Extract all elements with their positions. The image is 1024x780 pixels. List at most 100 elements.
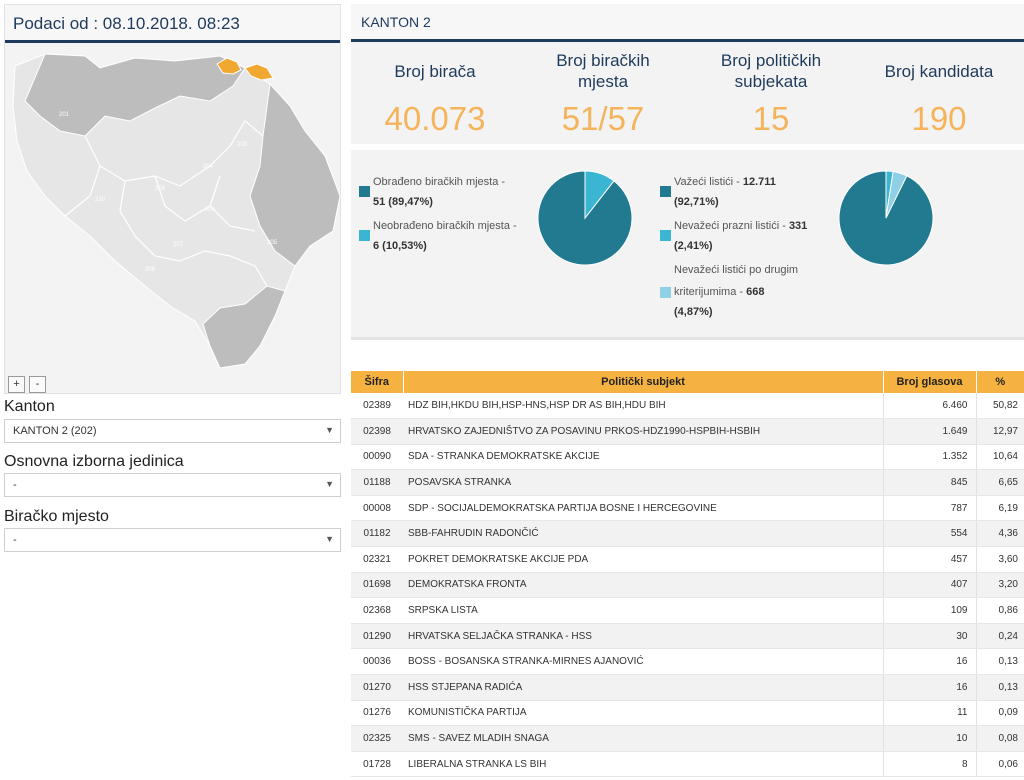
cell-code: 00090	[351, 444, 403, 471]
zoom-in-button[interactable]: +	[8, 376, 25, 393]
table-row[interactable]: 00036 BOSS - BOSANSKA STRANKA-MIRNES AJAN…	[351, 648, 1024, 676]
map-rs-north[interactable]	[24, 53, 246, 137]
col-header-subject[interactable]: Politički subjekt	[403, 371, 884, 393]
legend-blank: Nevažeći prazni listići - 331 (2,41%)	[674, 216, 807, 256]
zoom-out-button[interactable]: -	[29, 376, 46, 393]
cell-votes: 16	[882, 648, 976, 676]
map-region-label: 204	[203, 164, 214, 170]
cell-votes: 554	[882, 520, 976, 548]
map-header: Podaci od : 08.10.2018. 08:23	[5, 5, 340, 43]
table-row[interactable]: 01290 HRVATSKA SELJAČKA STRANKA - HSS 30 0,…	[351, 623, 1024, 650]
cell-votes: 16	[882, 674, 976, 701]
legend-swatch-blank	[660, 230, 671, 241]
stat-label: Broj biračkih mjesta	[556, 51, 650, 91]
map-region-borders	[64, 120, 268, 287]
cell-votes: 6.460	[882, 393, 976, 420]
cell-percent: 0,24	[975, 623, 1024, 650]
col-header-code[interactable]: Šifra	[351, 371, 404, 393]
table-row[interactable]: 02325 SMS - SAVEZ MLADIH SNAGA 10 0,08	[351, 725, 1024, 752]
legend-value: 51 (89,47%)	[373, 196, 433, 208]
legend-label: Važeći listići -	[674, 176, 740, 188]
cell-percent: 6,19	[975, 495, 1024, 522]
col-header-votes[interactable]: Broj glasova	[883, 371, 977, 393]
map-region-label: 207	[173, 242, 184, 248]
stat-voters: Broj birača 40.073	[351, 48, 519, 138]
table-row[interactable]: 01698 DEMOKRATSKA FRONTA 407 3,20	[351, 572, 1024, 599]
cell-percent: 6,65	[975, 469, 1024, 496]
map-rs-south[interactable]	[202, 285, 286, 369]
table-row[interactable]: 01270 HSS STJEPANA RADIĆA 16 0,13	[351, 674, 1024, 701]
legend-swatch-processed	[359, 186, 370, 197]
summary-title: KANTON 2	[351, 4, 1024, 42]
legend-swatch-unprocessed	[359, 230, 370, 241]
kanton-label: Kanton	[4, 398, 55, 415]
kanton-select[interactable]: KANTON 2 (202) ▼	[4, 419, 341, 443]
table-row[interactable]: 02321 POKRET DEMOKRATSKE AKCIJE PDA 457 3,6…	[351, 546, 1024, 573]
legend-other-invalid: kriterijumima - 668 (4,87%)	[674, 282, 764, 322]
chevron-down-icon: ▼	[325, 534, 334, 544]
cell-subject: HRVATSKA SELJAČKA STRANKA - HSS	[403, 623, 883, 650]
map-highlighted-canton[interactable]	[216, 57, 274, 81]
cell-subject: HRVATSKO ZAJEDNIŠTVO ZA POSAVINU PRKOS-H…	[403, 418, 883, 445]
oij-label: Osnovna izborna jedinica	[4, 453, 184, 470]
cell-votes: 457	[882, 546, 976, 573]
table-row[interactable]: 02368 SRPSKA LISTA 109 0,86	[351, 597, 1024, 624]
table-row[interactable]: 01182 SBB-FAHRUDIN RADONČIĆ 554 4,36	[351, 520, 1024, 548]
table-row[interactable]: 00008 SDP - SOCIJALDEMOKRATSKA PARTIJA BO…	[351, 495, 1024, 522]
cell-code: 00008	[351, 495, 403, 522]
polling-stations-pie[interactable]	[537, 170, 633, 266]
table-row[interactable]: 00090 SDA - STRANKA DEMOKRATSKE AKCIJE 1.3…	[351, 444, 1024, 471]
bm-label: Biračko mjesto	[4, 508, 109, 525]
cell-percent: 3,60	[975, 546, 1024, 573]
kanton-select-value: KANTON 2 (202)	[13, 425, 97, 437]
cell-percent: 0,86	[975, 597, 1024, 624]
legend-value: 668	[746, 286, 765, 298]
cell-subject: SRPSKA LISTA	[403, 597, 883, 624]
pie-slice-other-invalid[interactable]	[885, 170, 908, 219]
cell-subject: SMS - SAVEZ MLADIH SNAGA	[403, 725, 883, 752]
oij-select[interactable]: - ▼	[4, 473, 341, 497]
map-region-label: 201	[59, 112, 70, 118]
stat-value: 15	[752, 100, 790, 137]
cell-subject: LIBERALNA STRANKA LS BIH	[403, 751, 883, 778]
summary-panel: KANTON 2 Broj birača 40.073 Broj birački…	[351, 4, 1024, 144]
stat-candidates: Broj kandidata 190	[855, 48, 1023, 138]
table-row[interactable]: 02398 HRVATSKO ZAJEDNIŠTVO ZA POSAVINU PR…	[351, 418, 1024, 445]
cell-subject: SBB-FAHRUDIN RADONČIĆ	[403, 520, 883, 548]
results-table: Šifra Politički subjekt Broj glasova % 0…	[351, 371, 1024, 778]
left-panel: Podaci od : 08.10.2018. 08:23 201 203 20…	[0, 0, 345, 780]
map-canvas[interactable]: 201 203 204 205 206 207 208 209 210	[5, 46, 342, 371]
table-row[interactable]: 01728 LIBERALNA STRANKA LS BIH 8 0,06	[351, 751, 1024, 778]
cell-votes: 30	[882, 623, 976, 650]
table-row[interactable]: 02389 HDZ BIH,HKDU BIH,HSP-HNS,HSP DR AS …	[351, 393, 1024, 420]
cell-votes: 1.649	[882, 418, 976, 445]
pie-slice-unprocessed[interactable]	[584, 170, 615, 220]
cell-percent: 10,64	[975, 444, 1024, 471]
map-region-label: 205	[267, 240, 278, 246]
cell-percent: 0,13	[975, 674, 1024, 701]
cell-code: 02325	[351, 725, 403, 752]
cell-subject: KOMUNISTIČKA PARTIJA	[403, 700, 883, 727]
table-header-row: Šifra Politički subjekt Broj glasova %	[351, 371, 1024, 393]
cell-subject: SDA - STRANKA DEMOKRATSKE AKCIJE	[403, 444, 883, 471]
map-rs-east[interactable]	[249, 82, 341, 267]
stat-label: Broj birača	[394, 61, 476, 81]
table-row[interactable]: 01276 KOMUNISTIČKA PARTIJA 11 0,09	[351, 700, 1024, 727]
table-body: 02389 HDZ BIH,HKDU BIH,HSP-HNS,HSP DR AS …	[351, 393, 1024, 778]
map-panel: Podaci od : 08.10.2018. 08:23 201 203 20…	[4, 4, 341, 394]
cell-subject: HSS STJEPANA RADIĆA	[403, 674, 883, 701]
map-region-label: 203	[237, 142, 248, 148]
map-region-label: 208	[145, 267, 156, 273]
legend-unprocessed: Neobrađeno biračkih mjesta - 6 (10,53%)	[373, 216, 517, 256]
col-header-percent[interactable]: %	[976, 371, 1024, 393]
ballots-pie[interactable]	[838, 170, 934, 266]
cell-subject: SDP - SOCIJALDEMOKRATSKA PARTIJA BOSNE I…	[403, 495, 883, 522]
stat-label: Broj kandidata	[884, 61, 994, 81]
cell-votes: 10	[882, 725, 976, 752]
stat-political-subjects: Broj političkih subjekata 15	[687, 48, 855, 138]
legend-label: Obrađeno biračkih mjesta -	[373, 176, 506, 188]
table-row[interactable]: 01188 POSAVSKA STRANKA 845 6,65	[351, 469, 1024, 496]
bm-select[interactable]: - ▼	[4, 528, 341, 552]
right-panel: KANTON 2 Broj birača 40.073 Broj birački…	[351, 0, 1024, 780]
